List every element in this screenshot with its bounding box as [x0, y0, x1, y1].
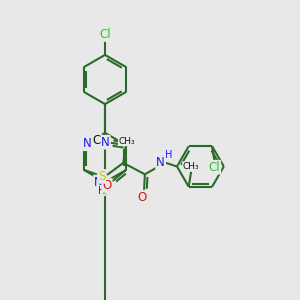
Text: Cl: Cl	[99, 28, 111, 41]
Text: N: N	[83, 137, 92, 150]
Text: Cl: Cl	[209, 161, 220, 174]
Text: CH₃: CH₃	[118, 136, 135, 146]
Text: N: N	[101, 136, 110, 149]
Text: O: O	[103, 179, 112, 192]
Text: N: N	[94, 176, 103, 189]
Text: O: O	[138, 190, 147, 204]
Text: N: N	[156, 156, 165, 169]
Text: H: H	[165, 150, 172, 161]
Text: H: H	[98, 185, 105, 196]
Text: CH₃: CH₃	[183, 162, 200, 171]
Text: S: S	[98, 170, 105, 183]
Text: C: C	[93, 134, 101, 147]
